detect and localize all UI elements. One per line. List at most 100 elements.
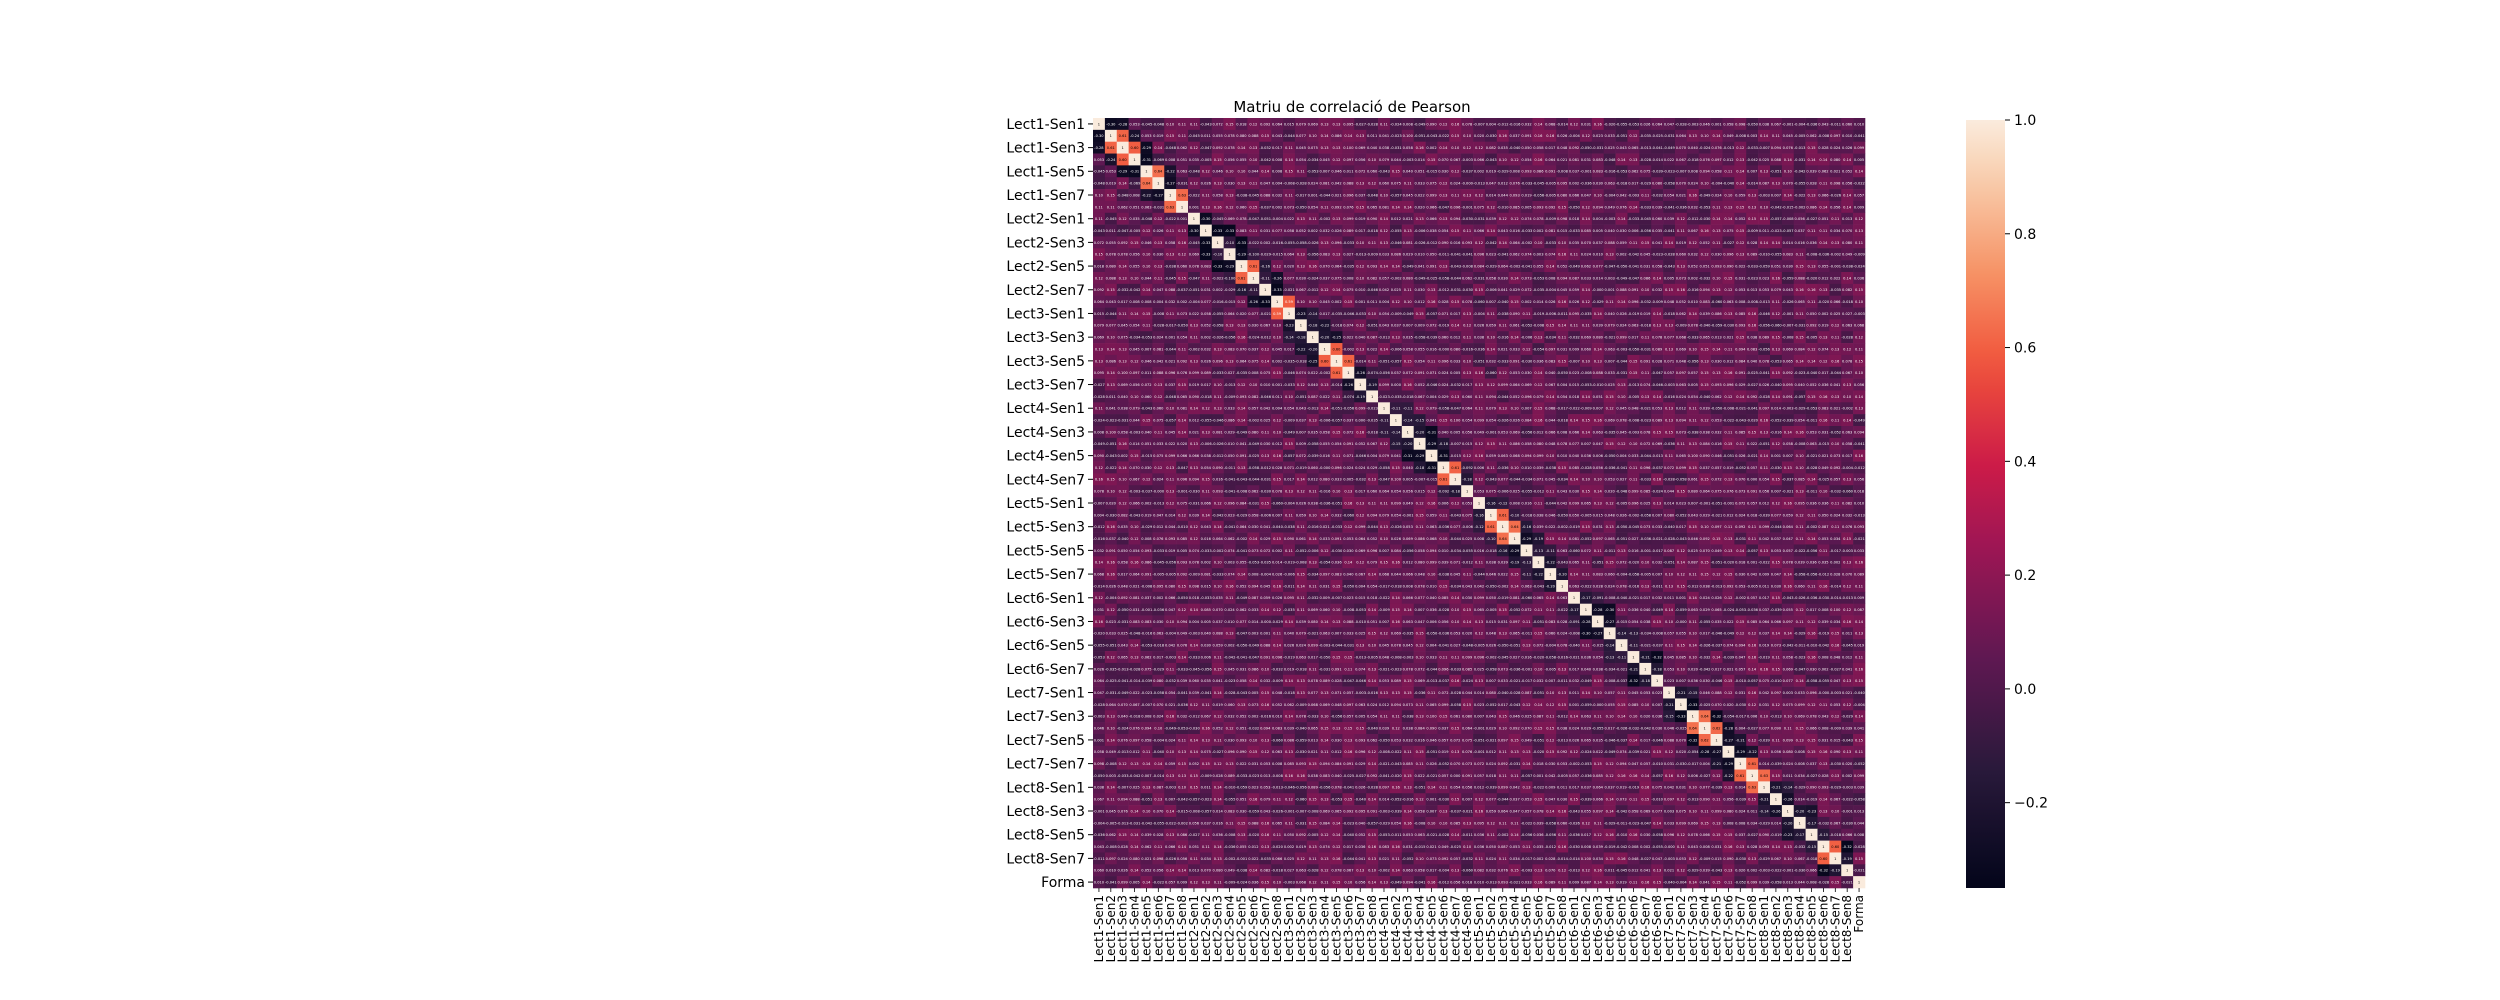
heatmap-cell (1461, 141, 1474, 154)
cell-annotation: 0.14 (1321, 134, 1330, 138)
cell-annotation: 0.014 (1486, 193, 1497, 197)
cell-annotation: 0.16 (1534, 158, 1543, 162)
cell-annotation: 0.10 (1237, 170, 1246, 174)
cell-annotation: 0.002 (1426, 146, 1436, 150)
cell-annotation: 0.075 (1723, 229, 1733, 233)
cell-annotation: -0.050 (1568, 205, 1580, 209)
heatmap-cell (1781, 118, 1795, 131)
cell-annotation: -0.048 (1188, 170, 1200, 174)
cell-annotation: 0.069 (1308, 122, 1319, 126)
cell-annotation: 0.030 (1438, 170, 1449, 174)
heatmap-cell (1259, 141, 1272, 154)
cell-annotation: -0.051 (1770, 170, 1782, 174)
cell-annotation: 0.035 (1129, 217, 1139, 221)
heatmap-cell (1271, 165, 1284, 178)
cell-annotation: 0.062 (1118, 205, 1128, 209)
heatmap-cell (1378, 118, 1391, 131)
cell-annotation: 0.021 (1403, 217, 1413, 221)
cell-annotation: 0.033 (1605, 134, 1615, 138)
cell-annotation: 0.044 (1248, 170, 1259, 174)
heatmap-cell (1508, 118, 1521, 131)
heatmap-cell (1853, 141, 1866, 154)
cell-annotation: 0.011 (1367, 134, 1377, 138)
cell-annotation: 0.060 (1236, 205, 1247, 209)
cell-annotation: 0.011 (1106, 229, 1116, 233)
cell-annotation: 0.11 (1831, 217, 1839, 221)
cell-annotation: 0.11 (1808, 229, 1816, 233)
heatmap-cell (1223, 129, 1236, 142)
cell-annotation: 0.13 (1439, 217, 1447, 221)
heatmap-cell (1247, 129, 1260, 142)
cell-annotation: 0.008 (1272, 170, 1283, 174)
cell-annotation: 0.062 (1818, 170, 1828, 174)
cell-annotation: -0.003 (1758, 193, 1770, 197)
cell-annotation: -0.050 (1295, 205, 1307, 209)
cell-annotation: 0.15 (1808, 146, 1816, 150)
cell-annotation: 0.085 (1581, 229, 1591, 233)
heatmap-cell (1425, 129, 1438, 142)
cell-annotation: -0.037 (1259, 205, 1271, 209)
cell-annotation: 0.074 (1521, 253, 1532, 257)
cell-annotation: 0.057 (1854, 193, 1864, 197)
heatmap-cell (1164, 165, 1177, 178)
heatmap-cell (1817, 129, 1830, 142)
heatmap-cell (1354, 153, 1367, 166)
cell-annotation: -0.042 (1628, 253, 1640, 257)
cell-annotation: -0.033 (1521, 229, 1533, 233)
cell-annotation: 0.11 (1190, 122, 1198, 126)
cell-annotation: -0.023 (1651, 253, 1663, 257)
cell-annotation: 0.10 (1226, 170, 1235, 174)
heatmap-cell (1663, 129, 1676, 142)
heatmap-cell (1199, 129, 1213, 142)
cell-annotation: 0.086 (1331, 134, 1342, 138)
cell-annotation: 0.14 (1784, 158, 1793, 162)
cell-annotation: 0.13 (1463, 193, 1471, 197)
cell-annotation: -0.033 (1628, 217, 1640, 221)
cell-annotation: 0.069 (1189, 253, 1200, 257)
cell-annotation: 0.15 (1748, 217, 1756, 221)
cell-annotation: -0.045 (1639, 217, 1651, 221)
cell-annotation: 0.058 (1403, 146, 1414, 150)
cell-annotation: -0.044 (1283, 134, 1295, 138)
cell-annotation: 0.15 (1226, 122, 1234, 126)
cell-annotation: 0.094 (1771, 146, 1782, 150)
cell-annotation: 0.089 (1747, 253, 1758, 257)
cell-annotation: 0.058 (1284, 229, 1295, 233)
cell-annotation: -0.022 (1248, 241, 1260, 245)
cell-annotation: 0.13 (1404, 229, 1412, 233)
heatmap-cell (1378, 153, 1391, 166)
heatmap-cell (1211, 118, 1224, 131)
cell-annotation: 0.065 (1367, 205, 1377, 209)
cell-annotation: -0.22 (1142, 193, 1151, 197)
heatmap-cell (1532, 153, 1545, 166)
heatmap-cell (1342, 118, 1355, 131)
cell-annotation: 0.072 (1355, 170, 1365, 174)
cell-annotation: 0.002 (1569, 182, 1579, 186)
cell-annotation: 0.051 (1129, 205, 1139, 209)
cell-annotation: 0.14 (1724, 217, 1733, 221)
heatmap-cell (1805, 118, 1818, 131)
cell-annotation: 0.050 (1521, 146, 1532, 150)
cell-annotation: 0.15 (1356, 205, 1364, 209)
cell-annotation: 0.14 (1772, 241, 1781, 245)
heatmap-cell (1116, 141, 1129, 154)
heatmap-cell (1532, 129, 1545, 142)
cell-annotation: 0.033 (1414, 182, 1424, 186)
cell-annotation: 0.091 (1521, 134, 1531, 138)
heatmap-cell (1805, 129, 1818, 142)
cell-annotation: 0.098 (1557, 217, 1568, 221)
heatmap-cell (1484, 118, 1498, 131)
cell-annotation: 0.14 (1285, 158, 1294, 162)
heatmap-cell (1211, 153, 1224, 166)
cell-annotation: 0.11 (1285, 146, 1293, 150)
cell-annotation: 0.047 (1581, 193, 1591, 197)
cell-annotation: 0.052 (1700, 241, 1710, 245)
cell-annotation: 0.070 (1676, 182, 1687, 186)
heatmap-cell (1829, 129, 1842, 142)
cell-annotation: 0.098 (1830, 182, 1841, 186)
cell-annotation: 0.073 (1284, 205, 1294, 209)
heatmap-cell (1449, 118, 1462, 131)
heatmap-cell (1639, 165, 1652, 178)
cell-annotation: 0.027 (1343, 253, 1353, 257)
cell-annotation: -0.018 (1616, 182, 1628, 186)
